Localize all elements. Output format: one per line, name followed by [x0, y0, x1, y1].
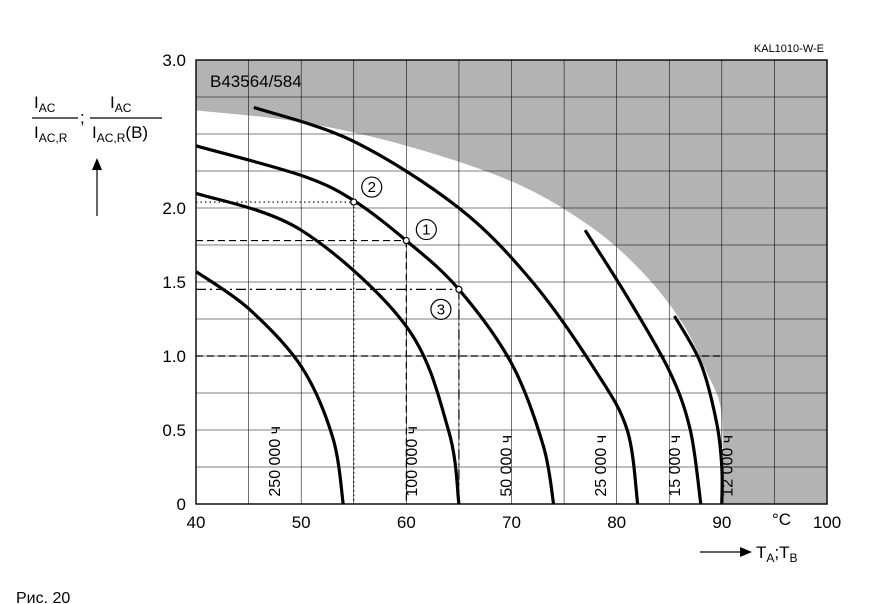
x-axis-label: TA;TB	[700, 543, 798, 565]
y-tick-label: 0.5	[162, 421, 186, 440]
series-label: 50 000 ч	[499, 435, 516, 497]
operating-point-label: 2	[368, 179, 376, 196]
operating-point-badge	[430, 298, 452, 320]
x-tick-label: 50	[292, 513, 311, 532]
series-line	[583, 229, 703, 505]
operating-point-label: 1	[422, 222, 430, 239]
operating-points: 1 2 3	[350, 176, 463, 320]
y-label-num2: IAC	[110, 93, 132, 115]
x-tick-labels: 40 50 60 70 80 90 100	[187, 513, 842, 532]
series-line	[195, 270, 345, 505]
y-label-num1: IAC	[34, 93, 56, 115]
x-tick-label: 70	[502, 513, 521, 532]
operating-point-label: 3	[437, 301, 445, 318]
y-axis-label: IAC IAC,R ; IAC IAC,R(B)	[32, 93, 162, 216]
y-tick-labels: 0 0.5 1.0 1.5 2.0 3.0	[162, 51, 186, 514]
x-label-text: TA;TB	[756, 543, 798, 565]
y-label-separator: ;	[80, 108, 85, 127]
series-line	[195, 191, 461, 505]
x-axis-arrowhead	[740, 547, 752, 557]
y-label-den1: IAC,R	[34, 123, 68, 145]
series-label: 250 000 ч	[267, 426, 284, 497]
y-tick-label: 1.0	[162, 347, 186, 366]
y-axis-arrowhead	[92, 158, 102, 170]
series-label: 25 000 ч	[593, 435, 610, 497]
plot-frame	[195, 59, 828, 505]
x-tick-label: 90	[712, 513, 731, 532]
series-line	[673, 315, 724, 505]
series-label: 12 000 ч	[719, 435, 736, 497]
series-label: 100 000 ч	[404, 426, 421, 497]
y-tick-label: 3.0	[162, 51, 186, 70]
y-label-den2: IAC,R(B)	[92, 123, 148, 145]
x-tick-label: 100	[813, 513, 841, 532]
figure-caption: Рис. 20	[16, 590, 70, 604]
series-line	[253, 105, 640, 505]
model-label: B43564/584	[210, 72, 302, 91]
operating-point-badge	[415, 218, 437, 241]
y-tick-label: 2.0	[162, 199, 186, 218]
x-tick-label: 60	[397, 513, 416, 532]
operating-point-badge	[361, 176, 383, 198]
x-unit: °C	[772, 510, 791, 529]
operating-point	[402, 236, 410, 245]
y-tick-label: 0	[177, 495, 186, 514]
series-labels: 250 000 ч 100 000 ч 50 000 ч 25 000 ч 15 000…	[267, 426, 736, 497]
series-line	[195, 144, 556, 505]
operating-point-guides	[196, 201, 722, 504]
chart-code: KAL1010-W-E	[754, 43, 824, 55]
operating-point	[350, 198, 358, 206]
operating-point	[455, 285, 463, 293]
lifetime-curves	[195, 105, 724, 505]
y-tick-label: 1.5	[162, 273, 186, 292]
x-tick-label: 80	[607, 513, 626, 532]
x-tick-label: 40	[187, 513, 206, 532]
series-label: 15 000 ч	[667, 435, 684, 497]
